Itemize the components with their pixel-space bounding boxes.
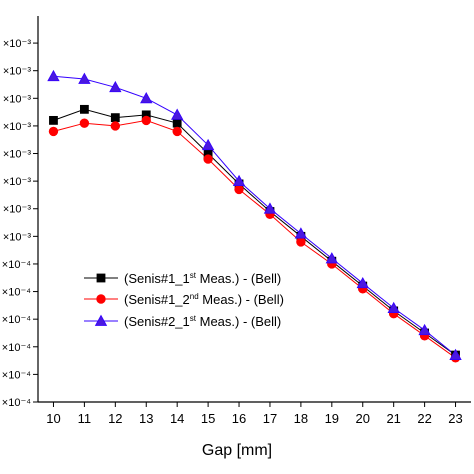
legend-entry: (Senis#1_2nd Meas.) - (Bell) (124, 292, 284, 307)
series-3-point (418, 323, 431, 336)
x-axis-title: Gap [mm] (202, 442, 272, 459)
x-tick-label: 18 (294, 411, 308, 426)
y-tick-label: ×10⁻³ (3, 121, 31, 133)
x-tick-label: 20 (356, 411, 370, 426)
x-tick-label: 15 (201, 411, 215, 426)
legend-marker (96, 294, 106, 304)
legend-entry: (Senis#1_1st Meas.) - (Bell) (124, 271, 281, 286)
x-tick-label: 13 (139, 411, 153, 426)
series-3-point (140, 91, 153, 104)
series-3-point (109, 80, 122, 93)
series-3-point (325, 252, 338, 264)
y-tick-label: ×10⁻³ (3, 66, 31, 78)
y-tick-label: ×10⁻³ (3, 149, 31, 161)
legend-marker (94, 314, 108, 326)
y-tick-label: ×10⁻⁴ (2, 287, 31, 299)
series-3-point (47, 69, 60, 82)
x-tick-label: 21 (386, 411, 400, 426)
series-2-point (172, 126, 182, 137)
y-tick-label: ×10⁻³ (3, 231, 31, 243)
x-tick-label: 14 (170, 411, 184, 426)
legend-entry: (Senis#2_1st Meas.) - (Bell) (124, 314, 281, 329)
x-tick-label: 11 (78, 411, 92, 426)
series-2-point (48, 126, 59, 137)
plot-area (47, 69, 462, 363)
x-tick-label: 22 (417, 411, 431, 426)
legend-marker (96, 273, 106, 283)
x-axis: 10 11 12 13 14 15 16 17 18 19 20 21 22 23 (38, 401, 471, 426)
series-3-point (387, 301, 400, 314)
series-3-point (78, 72, 91, 84)
series-1-point (49, 115, 58, 125)
y-tick-label: ×10⁻³ (3, 204, 31, 216)
y-tick-label: ×10⁻³ (3, 93, 31, 105)
y-tick-label: ×10⁻³ (3, 38, 31, 50)
x-tick-label: 17 (263, 411, 277, 426)
legend: (Senis#1_1st Meas.) - (Bell) (Senis#1_2nd… (84, 271, 284, 329)
series-3-point (449, 348, 462, 360)
series-2-point (296, 237, 306, 247)
series-2-point (234, 184, 244, 195)
y-tick-label: ×10⁻⁴ (2, 369, 31, 381)
series-3-line (53, 75, 456, 356)
series-2-point (203, 154, 213, 164)
series-2-point (110, 121, 121, 131)
series-3-point (171, 108, 184, 120)
series-3-point (294, 227, 308, 239)
y-tick-label: ×10⁻³ (3, 176, 31, 188)
series-1-line (53, 108, 456, 356)
y-tick-label: ×10⁻⁴ (2, 259, 31, 271)
series-1-point (172, 118, 182, 128)
x-tick-label: 10 (46, 411, 60, 426)
series-3-point (356, 276, 369, 289)
y-axis: ×10⁻⁴ ×10⁻⁴ ×10⁻⁴ ×10⁻⁴ ×10⁻⁴ ×10⁻⁴ ×10⁻³ ×10⁻³… (2, 16, 39, 409)
y-tick-label: ×10⁻⁴ (2, 342, 31, 354)
x-tick-label: 12 (108, 411, 122, 426)
series-3-point (263, 202, 277, 214)
x-tick-label: 19 (325, 411, 339, 426)
series-2-point (79, 118, 90, 128)
series-1-point (110, 113, 120, 123)
series-3-point (201, 138, 215, 151)
series-3-point (232, 174, 246, 187)
y-tick-label: ×10⁻⁴ (2, 314, 31, 326)
series-1-point (79, 104, 89, 114)
x-tick-label: 23 (448, 411, 462, 426)
y-tick-label: ×10⁻⁴ (2, 397, 31, 409)
x-tick-label: 16 (232, 411, 246, 426)
series-2-point (141, 115, 151, 126)
series-2-line (53, 119, 456, 359)
